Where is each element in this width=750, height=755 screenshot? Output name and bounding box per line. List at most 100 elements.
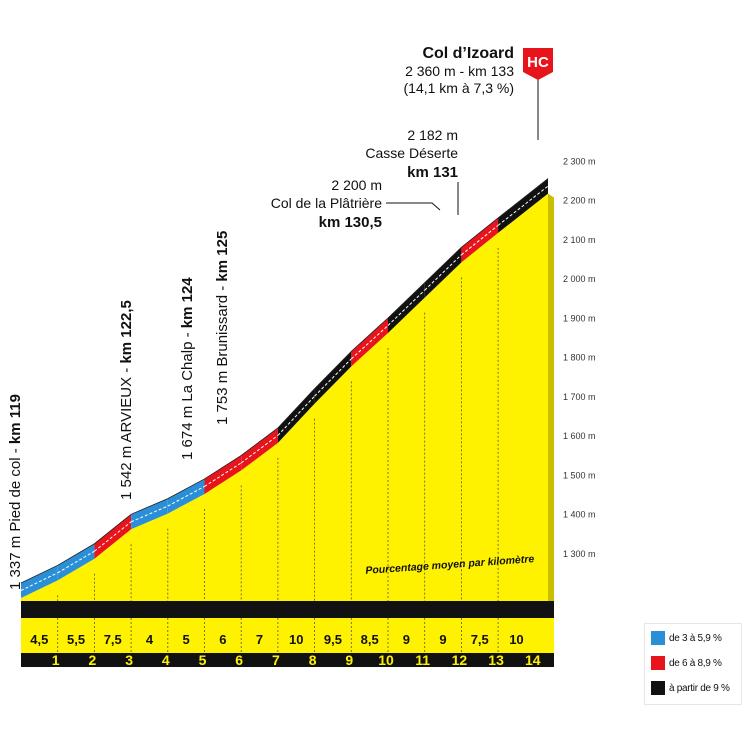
road-outline: [20, 178, 549, 584]
annotation-text: 1 542 m ARVIEUX -: [118, 364, 135, 500]
x-tick-label: 13: [488, 652, 504, 668]
y-tick-label: 2 000 m: [563, 274, 596, 284]
road-centerline: [497, 185, 549, 226]
annotation-brunissard: 1 753 m Brunissard - km 125: [214, 231, 231, 425]
x-tick-label: 2: [89, 652, 97, 668]
gradient-label: 9: [439, 632, 446, 647]
y-axis-ticks: 1 300 m 1 400 m 1 500 m 1 600 m 1 700 m 1 800…: [563, 156, 596, 559]
x-tick-label: 5: [199, 652, 207, 668]
x-tick-label: 1: [52, 652, 60, 668]
gradient-label: 6: [219, 632, 226, 647]
gradient-label: 9: [403, 632, 410, 647]
road-centerline: [314, 358, 352, 397]
profile-area: [21, 193, 548, 601]
annotation-pied: 1 337 m Pied de col - km 119: [7, 394, 24, 590]
x-tick-label: 4: [162, 652, 170, 668]
profile-base: [21, 601, 554, 667]
y-tick-label: 2 200 m: [563, 196, 596, 206]
road-centerline: [57, 550, 95, 574]
gradient-label: 7,5: [104, 632, 122, 647]
km-gridlines: [57, 247, 499, 601]
gradient-label: 10: [509, 632, 523, 647]
legend-item-black: à partir de 9 %: [651, 680, 730, 696]
road-segment-km-3: [94, 514, 132, 559]
y-tick-label: 1 400 m: [563, 510, 596, 520]
x-tick-label: 14: [525, 652, 541, 668]
y-tick-label: 1 300 m: [563, 549, 596, 559]
legend-swatch-red: [651, 656, 665, 670]
y-tick-label: 1 500 m: [563, 470, 596, 480]
road-centerline: [461, 224, 499, 256]
x-tick-label: 11: [415, 652, 430, 668]
legend-label: à partir de 9 %: [669, 682, 730, 694]
road-centerline: [20, 572, 58, 591]
x-tick-label: 12: [452, 652, 468, 668]
annotation-km: km 124: [179, 277, 196, 329]
road-centerline: [277, 395, 315, 436]
road-centerline: [94, 521, 132, 552]
gradient-label: 9,5: [324, 632, 342, 647]
road-centerline: [240, 435, 279, 464]
x-tick-label: 3: [125, 652, 133, 668]
gradient-label: 5: [183, 632, 190, 647]
annotation-casse-elev: 2 182 m: [407, 127, 458, 143]
annotation-km: km 125: [214, 231, 231, 282]
hc-badge-shape: [523, 48, 553, 80]
annotation-chalp: 1 674 m La Chalp - km 124: [179, 277, 196, 460]
gradient-label: 8,5: [361, 632, 379, 647]
label-band: [21, 618, 554, 653]
legend-label: de 3 à 5,9 %: [669, 632, 722, 644]
road-centerline: [387, 289, 426, 326]
x-tick-label: 8: [309, 652, 317, 668]
y-tick-label: 2 100 m: [563, 235, 596, 245]
gradient-legend: de 3 à 5,9 % de 6 à 8,9 % à partir de 9 …: [644, 623, 742, 705]
y-tick-label: 1 700 m: [563, 392, 596, 402]
profile-side-face: [548, 193, 554, 605]
road-segment-km-4: [131, 498, 168, 530]
annotation-platriere-name: Col de la Plâtrière: [271, 195, 382, 211]
annotation-casse-name: Casse Déserte: [365, 145, 458, 161]
y-tick-label: 2 300 m: [563, 156, 596, 166]
annotation-platriere-elev: 2 200 m: [331, 177, 382, 193]
gradient-label: 5,5: [67, 632, 85, 647]
profile-body: [21, 193, 554, 605]
y-tick-label: 1 800 m: [563, 353, 596, 363]
annotation-platriere-km: km 130,5: [319, 214, 382, 231]
road-centerline: [424, 254, 462, 291]
km-axis-bottom-strip: [21, 653, 554, 667]
x-axis-km-ticks: 1 2 3 4 5 6 7 8 9 10 11 12 13 14: [52, 652, 541, 668]
x-tick-label: 10: [378, 652, 394, 668]
annotation-casse-km: km 131: [407, 164, 458, 181]
annotation-text: 1 337 m Pied de col -: [7, 444, 24, 590]
leader-platriere: [386, 202, 441, 211]
gradient-road-band: [20, 178, 549, 598]
gradient-label: 4,5: [30, 632, 48, 647]
annotation-text: 1 674 m La Chalp -: [179, 328, 196, 460]
gradient-label: 4: [146, 632, 154, 647]
road-segment-km-13: [461, 217, 499, 263]
gradient-label: 7: [256, 632, 263, 647]
legend-swatch-blue: [651, 631, 665, 645]
gradient-label: 7,5: [471, 632, 489, 647]
x-tick-label: 7: [272, 652, 280, 668]
annotation-summit-elev: 2 360 m - km 133: [405, 63, 514, 79]
x-tick-label: 6: [235, 652, 243, 668]
road-centerline: [350, 325, 389, 360]
legend-label: de 6 à 8,9 %: [669, 657, 722, 669]
y-tick-label: 1 900 m: [563, 313, 596, 323]
annotation-text: 1 753 m Brunissard -: [214, 282, 231, 425]
road-segment-km-10: [351, 317, 388, 367]
gradient-label: 10: [289, 632, 303, 647]
legend-item-blue: de 3 à 5,9 %: [651, 630, 722, 646]
road-centerline: [130, 505, 168, 523]
annotation-summit-grade: (14,1 km à 7,3 %): [404, 80, 515, 96]
annotation-km: km 122,5: [118, 300, 135, 363]
annotation-summit-name: Col d’Izoard: [422, 45, 514, 62]
legend-swatch-black: [651, 681, 665, 695]
km-axis-strip: [21, 601, 554, 618]
legend-item-red: de 6 à 8,9 %: [651, 655, 722, 671]
road-centerline: [204, 462, 242, 487]
